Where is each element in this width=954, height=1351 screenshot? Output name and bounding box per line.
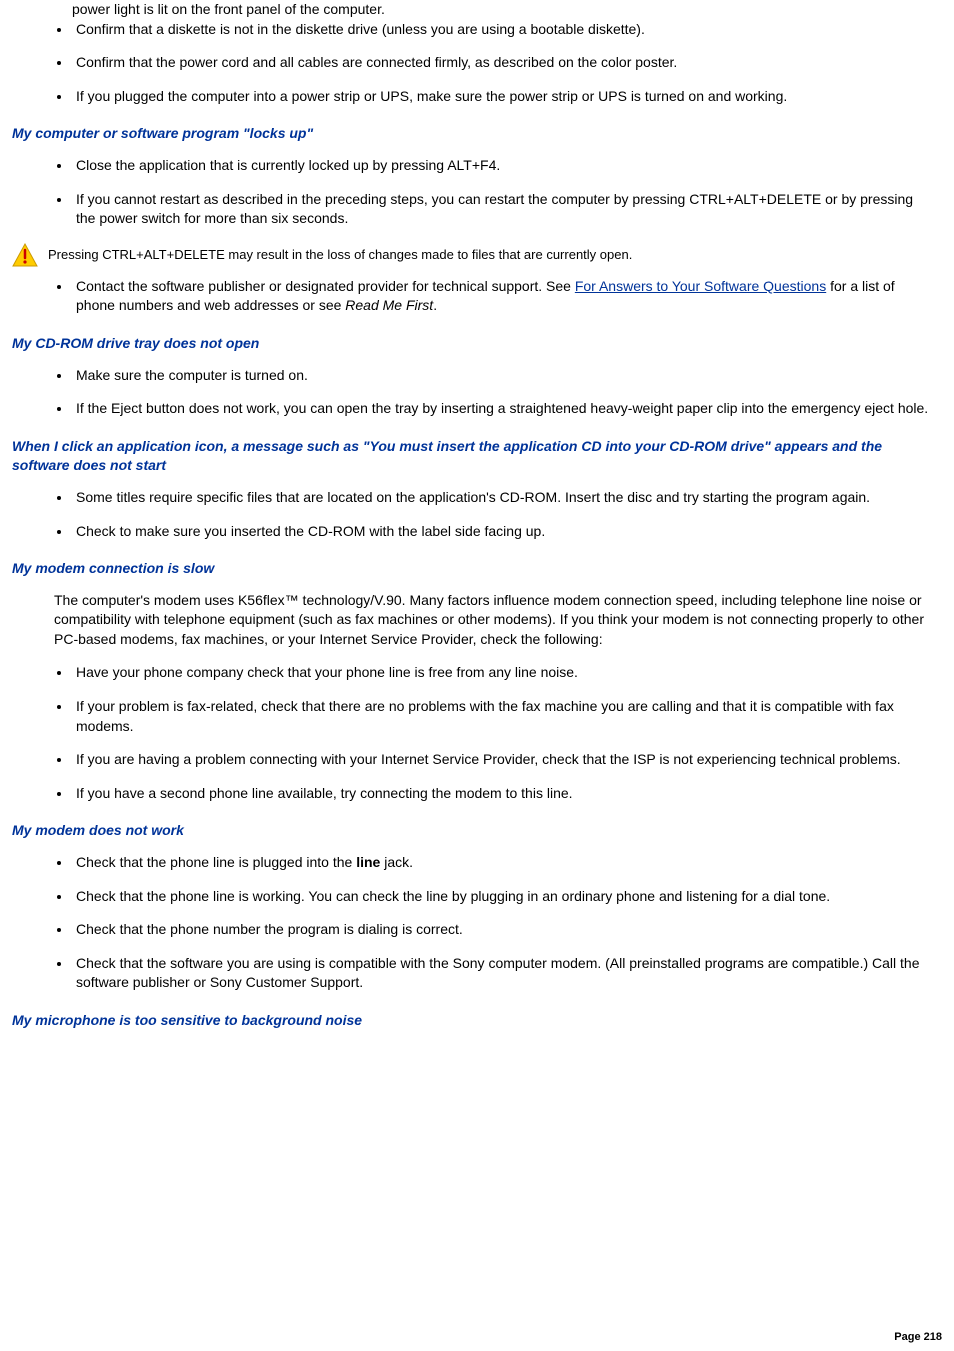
list-item: If the Eject button does not work, you c… [72,399,932,419]
list-item: Check that the phone number the program … [72,920,932,940]
emphasis-read-me-first: Read Me First [345,297,433,313]
text-fragment: jack. [380,854,413,870]
heading-app-cd: When I click an application icon, a mess… [12,437,942,476]
page-number: Page 218 [894,1330,942,1345]
list-item: Have your phone company check that your … [72,663,932,683]
list-app-cd: Some titles require specific files that … [50,488,932,541]
list-locks-up-b: Contact the software publisher or design… [50,277,932,316]
list-item: Confirm that the power cord and all cabl… [72,53,932,73]
list-item: If you plugged the computer into a power… [72,87,932,107]
list-item: Check that the phone line is plugged int… [72,853,932,873]
text-fragment: . [433,297,437,313]
list-modem-not-work: Check that the phone line is plugged int… [50,853,932,993]
text-fragment: Check that the phone line is plugged int… [76,854,356,870]
list-cdrom: Make sure the computer is turned on. If … [50,366,932,419]
paragraph-modem-slow: The computer's modem uses K56flex™ techn… [54,591,942,650]
list-item: Make sure the computer is turned on. [72,366,932,386]
heading-locks-up: My computer or software program "locks u… [12,124,942,144]
list-item: Check to make sure you inserted the CD-R… [72,522,932,542]
answers-link[interactable]: For Answers to Your Software Questions [575,278,826,294]
list-item: Confirm that a diskette is not in the di… [72,20,932,40]
list-item: Close the application that is currently … [72,156,932,176]
warning-icon [12,243,38,267]
list-item: If you have a second phone line availabl… [72,784,932,804]
list-item: Check that the phone line is working. Yo… [72,887,932,907]
list-item: Check that the software you are using is… [72,954,932,993]
list-item: If your problem is fax-related, check th… [72,697,932,736]
heading-modem-not-work: My modem does not work [12,821,942,841]
list-modem-slow: Have your phone company check that your … [50,663,932,803]
heading-microphone: My microphone is too sensitive to backgr… [12,1011,942,1031]
list-item: If you cannot restart as described in th… [72,190,932,229]
warning-text: Pressing CTRL+ALT+DELETE may result in t… [48,246,632,264]
list-item: If you are having a problem connecting w… [72,750,932,770]
continuation-text: power light is lit on the front panel of… [72,0,932,20]
list-power: Confirm that a diskette is not in the di… [50,20,932,107]
heading-modem-slow: My modem connection is slow [12,559,942,579]
list-item: Some titles require specific files that … [72,488,932,508]
list-item: Contact the software publisher or design… [72,277,932,316]
text-fragment: Contact the software publisher or design… [76,278,575,294]
heading-cdrom-tray: My CD-ROM drive tray does not open [12,334,942,354]
strong-line: line [356,854,380,870]
warning-row: Pressing CTRL+ALT+DELETE may result in t… [12,243,942,267]
list-locks-up: Close the application that is currently … [50,156,932,229]
